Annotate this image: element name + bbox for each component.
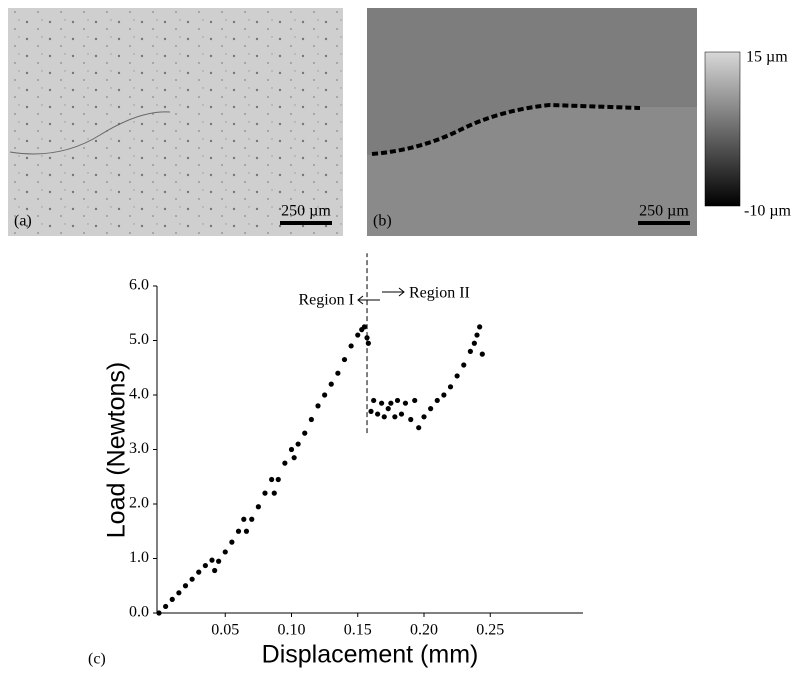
x-tick-label: 0.05 [211, 622, 239, 639]
annotation: Region II [409, 285, 470, 302]
data-point [271, 490, 277, 496]
data-point [235, 528, 242, 534]
y-tick-label: 0.0 [129, 604, 149, 621]
data-point [428, 406, 434, 412]
data-point [249, 516, 255, 522]
data-point [385, 406, 391, 412]
data-point [416, 425, 422, 431]
data-point [364, 335, 370, 341]
data-point [402, 400, 409, 406]
data-point [291, 455, 297, 461]
y-axis-title: Load (Newtons) [103, 362, 131, 538]
colorbar-min: -10 µm [744, 203, 792, 220]
x-tick-label: 0.25 [476, 622, 504, 639]
data-point [282, 460, 288, 466]
scale-bar-label: 250 µm [281, 203, 331, 220]
panel-label: (c) [88, 651, 106, 668]
data-point [368, 408, 374, 414]
data-point [212, 567, 218, 574]
data-point [243, 528, 250, 534]
y-tick-label: 2.0 [129, 495, 149, 512]
y-tick-label: 5.0 [129, 331, 149, 348]
data-point [467, 348, 473, 354]
data-point [308, 416, 314, 423]
data-point [241, 516, 247, 522]
height-region [367, 107, 697, 236]
data-point [189, 576, 195, 582]
y-tick-label: 3.0 [129, 440, 149, 457]
micrograph-a [8, 8, 343, 236]
data-point [216, 558, 222, 564]
data-point [355, 332, 361, 338]
panel-label: (a) [14, 213, 32, 230]
data-point [394, 397, 401, 404]
data-point [275, 476, 281, 483]
data-point [196, 569, 202, 575]
data-point [328, 381, 334, 387]
data-point [471, 340, 477, 346]
x-tick-label: 0.15 [344, 622, 372, 639]
data-point [182, 583, 189, 589]
data-point [447, 384, 454, 390]
data-point [202, 562, 208, 569]
data-point [421, 414, 427, 420]
data-point [288, 446, 295, 453]
data-point [176, 590, 182, 596]
data-point [454, 373, 460, 379]
data-point [365, 340, 371, 346]
data-point [474, 332, 480, 338]
data-point [388, 400, 394, 406]
colorbar-max: 15 µm [746, 49, 788, 66]
y-tick-label: 4.0 [129, 386, 149, 403]
x-tick-label: 0.10 [278, 622, 306, 639]
region-arrows [357, 287, 405, 305]
data-point [461, 362, 467, 368]
data-point [371, 397, 377, 404]
data-point [315, 403, 321, 409]
data-point [408, 416, 414, 423]
data-point [335, 370, 341, 376]
y-tick-label: 1.0 [129, 549, 149, 566]
data-point [322, 392, 328, 398]
data-point [375, 411, 381, 417]
data-point [434, 397, 440, 404]
data-point [379, 400, 385, 406]
x-tick-label: 0.20 [410, 622, 438, 639]
data-point [477, 324, 483, 330]
data-point [479, 351, 485, 357]
data-point [156, 610, 162, 616]
y-tick-label: 6.0 [129, 277, 149, 294]
data-point [412, 397, 418, 404]
data-point [222, 549, 228, 555]
scale-bar-label: 250 µm [639, 203, 689, 220]
data-point [441, 392, 447, 398]
data-point [381, 414, 387, 420]
data-point [398, 411, 405, 417]
data-point [348, 343, 354, 349]
panel-label: (b) [373, 213, 392, 230]
data-point [209, 557, 215, 563]
data-point [255, 504, 261, 510]
data-point [361, 324, 367, 330]
data-point [392, 414, 398, 420]
data-point [169, 596, 175, 602]
crack [371, 102, 641, 156]
data-point [341, 356, 348, 363]
data-point [163, 603, 169, 610]
data-point [229, 539, 235, 545]
data-point [295, 441, 301, 447]
data-point [302, 430, 308, 436]
annotation: Region I [298, 292, 354, 309]
data-point [262, 490, 268, 496]
x-axis-title: Displacement (mm) [262, 641, 479, 669]
colorbar [704, 51, 741, 207]
data-point [269, 476, 275, 483]
crack-trace [9, 111, 171, 155]
